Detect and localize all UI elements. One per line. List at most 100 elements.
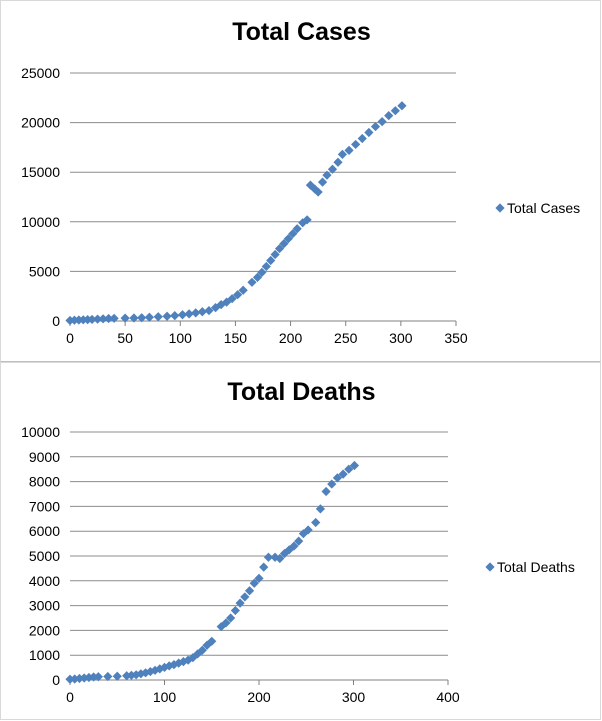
data-point bbox=[274, 243, 285, 254]
data-point bbox=[370, 121, 381, 132]
legend-marker bbox=[495, 203, 505, 213]
chart-total-cases: 0 5000 10000 15000 20000 25000 0 50 100 150 200 250… bbox=[21, 65, 580, 346]
data-point bbox=[120, 313, 130, 323]
data-point bbox=[270, 249, 280, 260]
legend-label: Total Cases bbox=[507, 200, 580, 216]
data-point bbox=[170, 311, 180, 321]
data-point bbox=[191, 308, 201, 318]
data-point bbox=[257, 267, 267, 277]
y-tick-label: 3000 bbox=[29, 598, 60, 614]
data-point bbox=[333, 157, 343, 167]
data-point bbox=[292, 224, 302, 234]
legend-label: Total Deaths bbox=[497, 559, 575, 575]
data-point bbox=[144, 312, 155, 322]
data-point bbox=[321, 486, 331, 497]
data-point bbox=[93, 672, 103, 682]
data-point bbox=[315, 504, 326, 514]
data-point bbox=[226, 613, 236, 623]
data-point bbox=[298, 218, 308, 228]
data-point bbox=[266, 255, 276, 266]
data-point bbox=[204, 305, 214, 316]
data-point bbox=[344, 145, 354, 155]
data-point bbox=[261, 261, 271, 272]
data-point bbox=[227, 294, 237, 304]
data-point bbox=[263, 552, 274, 562]
y-tick-label: 9000 bbox=[29, 449, 60, 465]
x-tick-label: 100 bbox=[153, 689, 177, 705]
data-point bbox=[288, 229, 298, 239]
data-point bbox=[155, 664, 165, 674]
data-point bbox=[279, 239, 289, 249]
data-point bbox=[351, 139, 361, 150]
x-tick-label: 250 bbox=[334, 330, 358, 346]
y-tick-label: 10000 bbox=[21, 424, 60, 440]
x-tick-label: 300 bbox=[342, 689, 366, 705]
data-point bbox=[178, 657, 188, 667]
data-point bbox=[153, 312, 163, 322]
data-point bbox=[357, 133, 367, 144]
y-tick-label: 10000 bbox=[21, 214, 60, 230]
data-point bbox=[294, 536, 304, 546]
data-point bbox=[252, 272, 263, 282]
data-point bbox=[259, 562, 269, 572]
data-point bbox=[183, 655, 193, 665]
y-tick-label: 1000 bbox=[29, 647, 60, 663]
data-point bbox=[197, 307, 207, 317]
y-tick-label: 20000 bbox=[21, 115, 60, 131]
chart-panel-total-deaths: Total Deaths 0 1000 2000 3000 4000 5000 6000 70… bbox=[0, 362, 601, 720]
data-point bbox=[141, 668, 151, 678]
data-point bbox=[221, 618, 231, 628]
data-point bbox=[74, 673, 85, 684]
data-point bbox=[322, 170, 332, 180]
x-tick-label: 300 bbox=[389, 330, 413, 346]
data-point bbox=[344, 464, 354, 474]
data-point bbox=[302, 215, 312, 225]
data-point bbox=[65, 674, 75, 684]
y-tick-label: 6000 bbox=[29, 523, 60, 539]
data-point bbox=[202, 640, 212, 650]
data-point bbox=[364, 127, 374, 138]
x-tick-label: 350 bbox=[444, 330, 468, 346]
data-point bbox=[98, 314, 108, 324]
data-point bbox=[109, 313, 119, 323]
x-tick-label: 150 bbox=[224, 330, 248, 346]
x-tick-label: 50 bbox=[117, 330, 133, 346]
data-point bbox=[70, 674, 80, 684]
data-point bbox=[188, 653, 198, 663]
data-point bbox=[377, 117, 387, 127]
data-point bbox=[210, 303, 221, 313]
x-tick-label: 0 bbox=[66, 330, 74, 346]
data-point bbox=[192, 649, 203, 659]
data-point bbox=[216, 622, 226, 632]
data-point bbox=[222, 297, 232, 307]
chart-title: Total Deaths bbox=[227, 378, 376, 406]
data-point bbox=[317, 177, 328, 187]
data-point bbox=[337, 149, 348, 159]
data-point bbox=[92, 314, 103, 324]
data-point bbox=[129, 313, 139, 323]
data-point bbox=[327, 164, 338, 174]
y-tick-label: 0 bbox=[52, 313, 60, 329]
chart-total-deaths: 0100020003000400050006000700080009000100… bbox=[21, 424, 575, 705]
data-point bbox=[230, 605, 240, 616]
data-point bbox=[247, 277, 257, 287]
y-tick-label: 0 bbox=[52, 672, 60, 688]
y-tick-label: 7000 bbox=[29, 498, 60, 514]
data-point bbox=[384, 111, 394, 121]
y-tick-label: 2000 bbox=[29, 622, 60, 638]
data-point bbox=[207, 636, 217, 646]
x-tick-label: 0 bbox=[66, 689, 74, 705]
data-point bbox=[235, 598, 245, 608]
data-point bbox=[332, 473, 343, 483]
data-point bbox=[162, 311, 172, 321]
y-tick-label: 25000 bbox=[21, 65, 60, 81]
x-tick-label: 200 bbox=[247, 689, 271, 705]
legend-marker bbox=[485, 562, 495, 572]
data-point bbox=[311, 517, 321, 528]
data-point bbox=[112, 671, 122, 681]
y-tick-label: 8000 bbox=[29, 474, 60, 490]
x-tick-label: 200 bbox=[279, 330, 303, 346]
chart-panel-total-cases: Total Cases 0 5000 10000 15000 20000 25000 0 50… bbox=[0, 0, 601, 362]
y-tick-label: 4000 bbox=[29, 573, 60, 589]
data-point bbox=[275, 553, 285, 564]
